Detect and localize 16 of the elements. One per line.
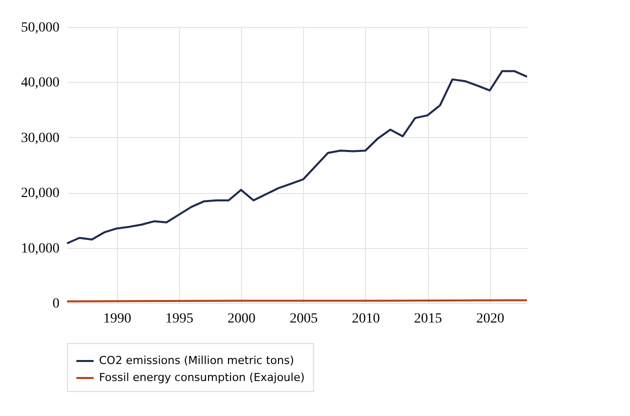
line-series — [66, 70, 528, 244]
x-tick-label: 2000 — [228, 312, 256, 326]
y-tick-label: 0 — [52, 296, 60, 312]
x-tick-label: 1990 — [103, 312, 132, 326]
x-tick-label: 2010 — [352, 312, 380, 326]
y-tick-label: 50,000 — [21, 20, 60, 36]
y-tick-label: 40,000 — [21, 76, 60, 91]
legend-label: CO2 emissions (Million metric tons) — [99, 354, 294, 367]
legend-label: Fossil energy consumption (Exajoule) — [99, 371, 305, 384]
x-tick-label: 1995 — [165, 312, 194, 326]
x-tick-label: 2020 — [476, 312, 504, 326]
y-tick-label: 30,000 — [21, 130, 60, 146]
y-tick-label: 10,000 — [21, 241, 60, 256]
x-tick-label: 2005 — [290, 312, 318, 326]
y-tick-label: 20,000 — [21, 186, 60, 202]
x-tick-label: 2015 — [414, 312, 442, 326]
